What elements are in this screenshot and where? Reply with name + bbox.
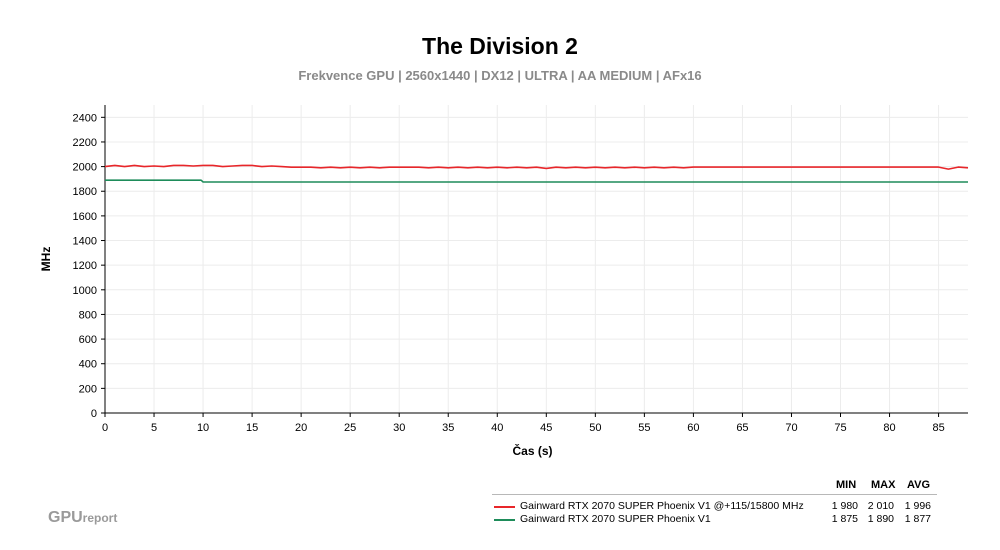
x-tick-label: 70 [785, 422, 797, 434]
x-tick-label: 55 [638, 422, 650, 434]
x-tick-label: 60 [687, 422, 699, 434]
legend-divider [492, 494, 937, 495]
y-axis-label: MHz [39, 247, 53, 272]
y-tick-label: 800 [79, 309, 97, 321]
x-tick-label: 65 [736, 422, 748, 434]
x-tick-label: 25 [344, 422, 356, 434]
x-tick-label: 50 [589, 422, 601, 434]
x-tick-label: 40 [491, 422, 503, 434]
series-line-1 [104, 164, 969, 170]
legend-swatch [494, 519, 515, 521]
legend-row: Gainward RTX 2070 SUPER Phoenix V1 @+115… [492, 500, 937, 513]
y-tick-label: 2000 [73, 162, 97, 174]
legend-label: Gainward RTX 2070 SUPER Phoenix V1 [520, 513, 711, 525]
legend-max: 1 890 [867, 513, 894, 525]
y-tick-label: 1400 [73, 236, 97, 248]
y-tick-label: 2400 [73, 112, 97, 124]
y-tick-label: 2200 [73, 137, 97, 149]
x-tick-label: 20 [295, 422, 307, 434]
x-tick-label: 75 [834, 422, 846, 434]
y-tick-label: 0 [91, 408, 97, 420]
y-tick-label: 1200 [73, 260, 97, 272]
y-tick-label: 200 [79, 383, 97, 395]
legend-avg: 1 877 [904, 513, 931, 525]
legend-max: 2 010 [867, 500, 894, 512]
legend-swatch [494, 506, 515, 508]
x-tick-label: 35 [442, 422, 454, 434]
x-tick-label: 80 [883, 422, 895, 434]
legend-header-max: MAX [871, 479, 896, 491]
x-tick-label: 5 [151, 422, 157, 434]
x-tick-label: 30 [393, 422, 405, 434]
chart-title: The Division 2 [422, 33, 578, 59]
x-tick-label: 85 [932, 422, 944, 434]
x-tick-label: 15 [246, 422, 258, 434]
x-axis-label: Čas (s) [512, 443, 552, 458]
legend-header-min: MIN [836, 479, 857, 491]
chart-subtitle: Frekvence GPU | 2560x1440 | DX12 | ULTRA… [298, 68, 702, 83]
legend-min: 1 980 [831, 500, 858, 512]
x-tick-label: 0 [102, 422, 108, 434]
series-line-2 [105, 179, 968, 183]
y-tick-label: 400 [79, 359, 97, 371]
y-tick-label: 1600 [73, 211, 97, 223]
x-tick-label: 10 [197, 422, 209, 434]
legend-min: 1 875 [831, 513, 858, 525]
y-tick-label: 600 [79, 334, 97, 346]
legend-avg: 1 996 [904, 500, 931, 512]
legend-label: Gainward RTX 2070 SUPER Phoenix V1 @+115… [520, 500, 804, 512]
y-tick-label: 1000 [73, 285, 97, 297]
gpureport-logo: GPUreport [48, 509, 117, 527]
logo-text-small: report [82, 511, 118, 525]
x-tick-label: 45 [540, 422, 552, 434]
legend-header-avg: AVG [907, 479, 931, 491]
legend-row: Gainward RTX 2070 SUPER Phoenix V1 1 875… [492, 513, 937, 526]
logo-text-bold: GPU [48, 509, 83, 526]
y-tick-label: 1800 [73, 186, 97, 198]
